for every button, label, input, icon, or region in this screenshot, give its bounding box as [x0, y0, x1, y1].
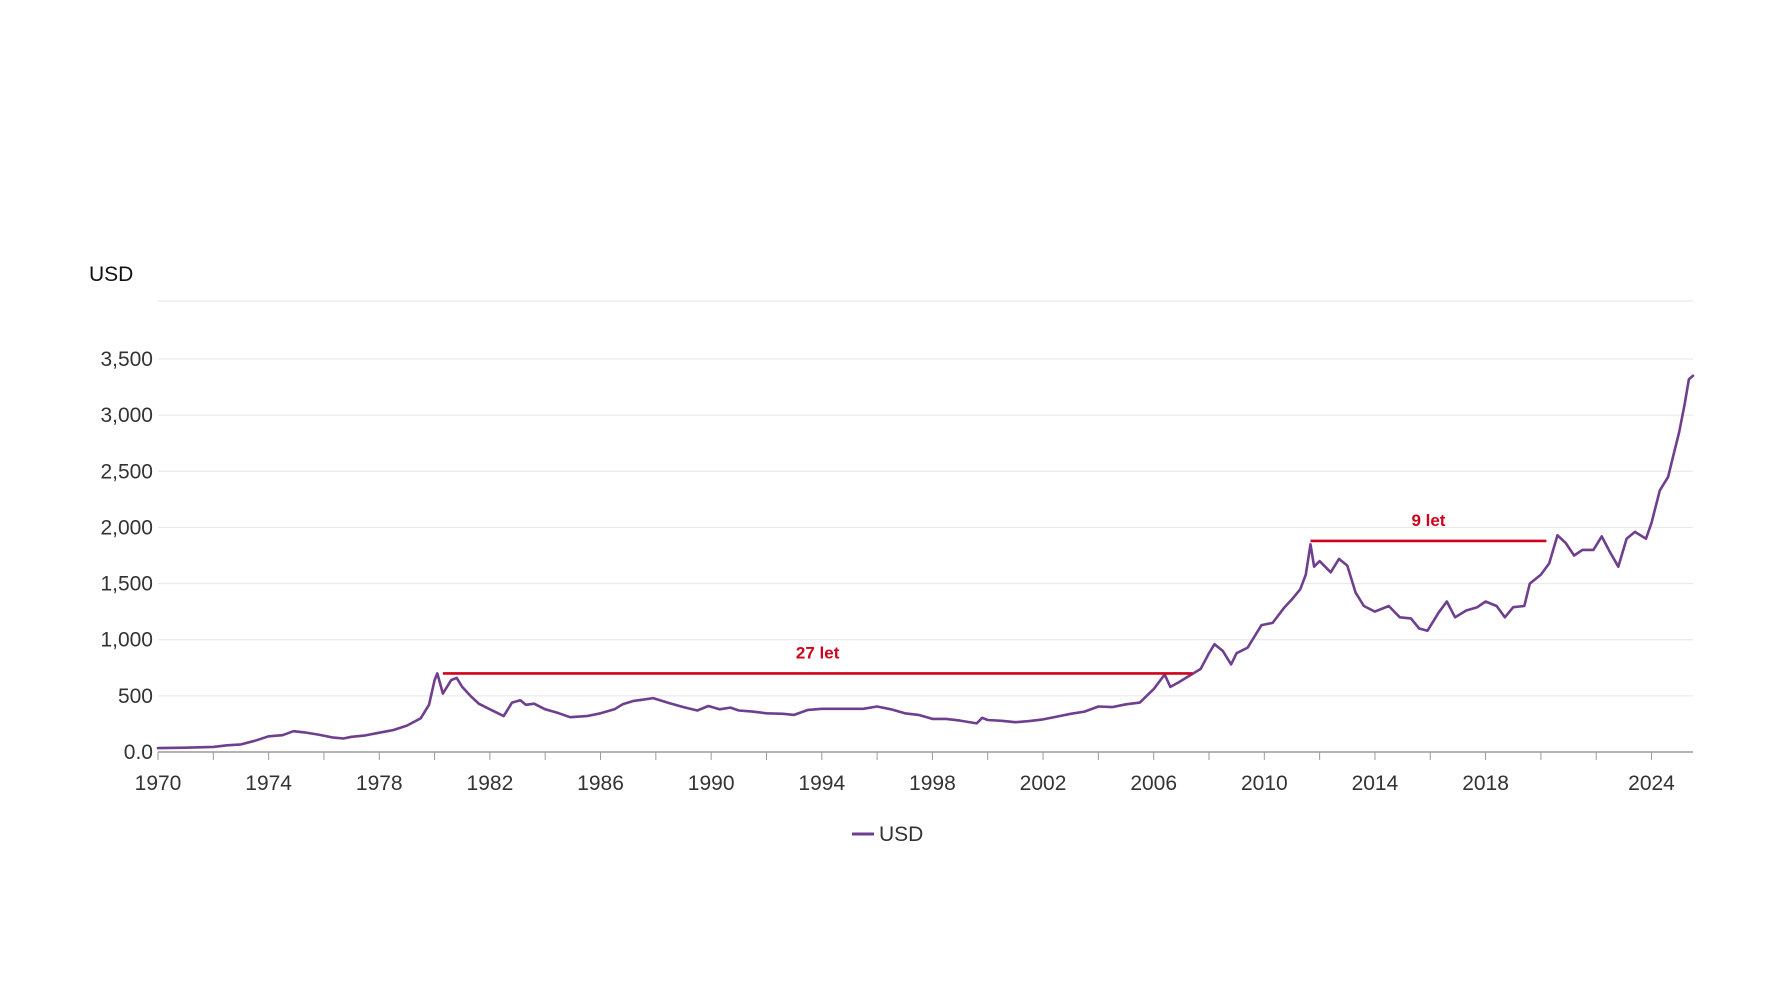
annotation-label: 9 let: [1411, 511, 1445, 530]
y-tick-label: 0.0: [124, 741, 153, 764]
x-tick-label: 1974: [245, 772, 292, 795]
x-tick-label: 2014: [1352, 772, 1399, 795]
annotation-label: 27 let: [796, 643, 840, 662]
x-axis: [157, 751, 1693, 760]
x-tick-label: 2010: [1241, 772, 1288, 795]
y-axis-unit-label: USD: [89, 263, 133, 286]
legend-label-usd: USD: [879, 823, 923, 846]
x-tick-label: 1978: [356, 772, 403, 795]
x-tick-label: 1970: [135, 772, 182, 795]
x-tick-label: 1998: [909, 772, 956, 795]
series-usd: [156, 374, 1695, 750]
legend[interactable]: USD: [852, 823, 923, 846]
x-tick-label: 2024: [1628, 772, 1675, 795]
x-tick-label: 1994: [798, 772, 845, 795]
x-tick-label: 1986: [577, 772, 624, 795]
y-tick-label: 1,500: [100, 573, 153, 596]
x-tick-label: 2002: [1020, 772, 1067, 795]
x-tick-label: 2006: [1130, 772, 1177, 795]
y-tick-label: 2,000: [100, 516, 153, 539]
y-tick-label: 3,000: [100, 404, 153, 427]
annotations: 27 let 9 let: [442, 511, 1547, 675]
x-tick-label: 1982: [467, 772, 514, 795]
y-tick-label: 3,500: [100, 348, 153, 371]
x-axis-tick-labels: 1970 1974 1978 1982 1986 1990 1994 1998 2002 2006…: [135, 772, 1676, 795]
x-tick-label: 2018: [1462, 772, 1509, 795]
y-axis-tick-labels: 0.0 500 1,000 1,500 2,000 2,500 3,000 3,500: [100, 348, 153, 764]
series-line-usd: [156, 374, 1695, 750]
y-tick-label: 1,000: [100, 629, 153, 652]
grid-lines: [158, 300, 1693, 697]
x-tick-label: 1990: [688, 772, 735, 795]
y-tick-label: 500: [118, 685, 153, 708]
y-tick-label: 2,500: [100, 460, 153, 483]
